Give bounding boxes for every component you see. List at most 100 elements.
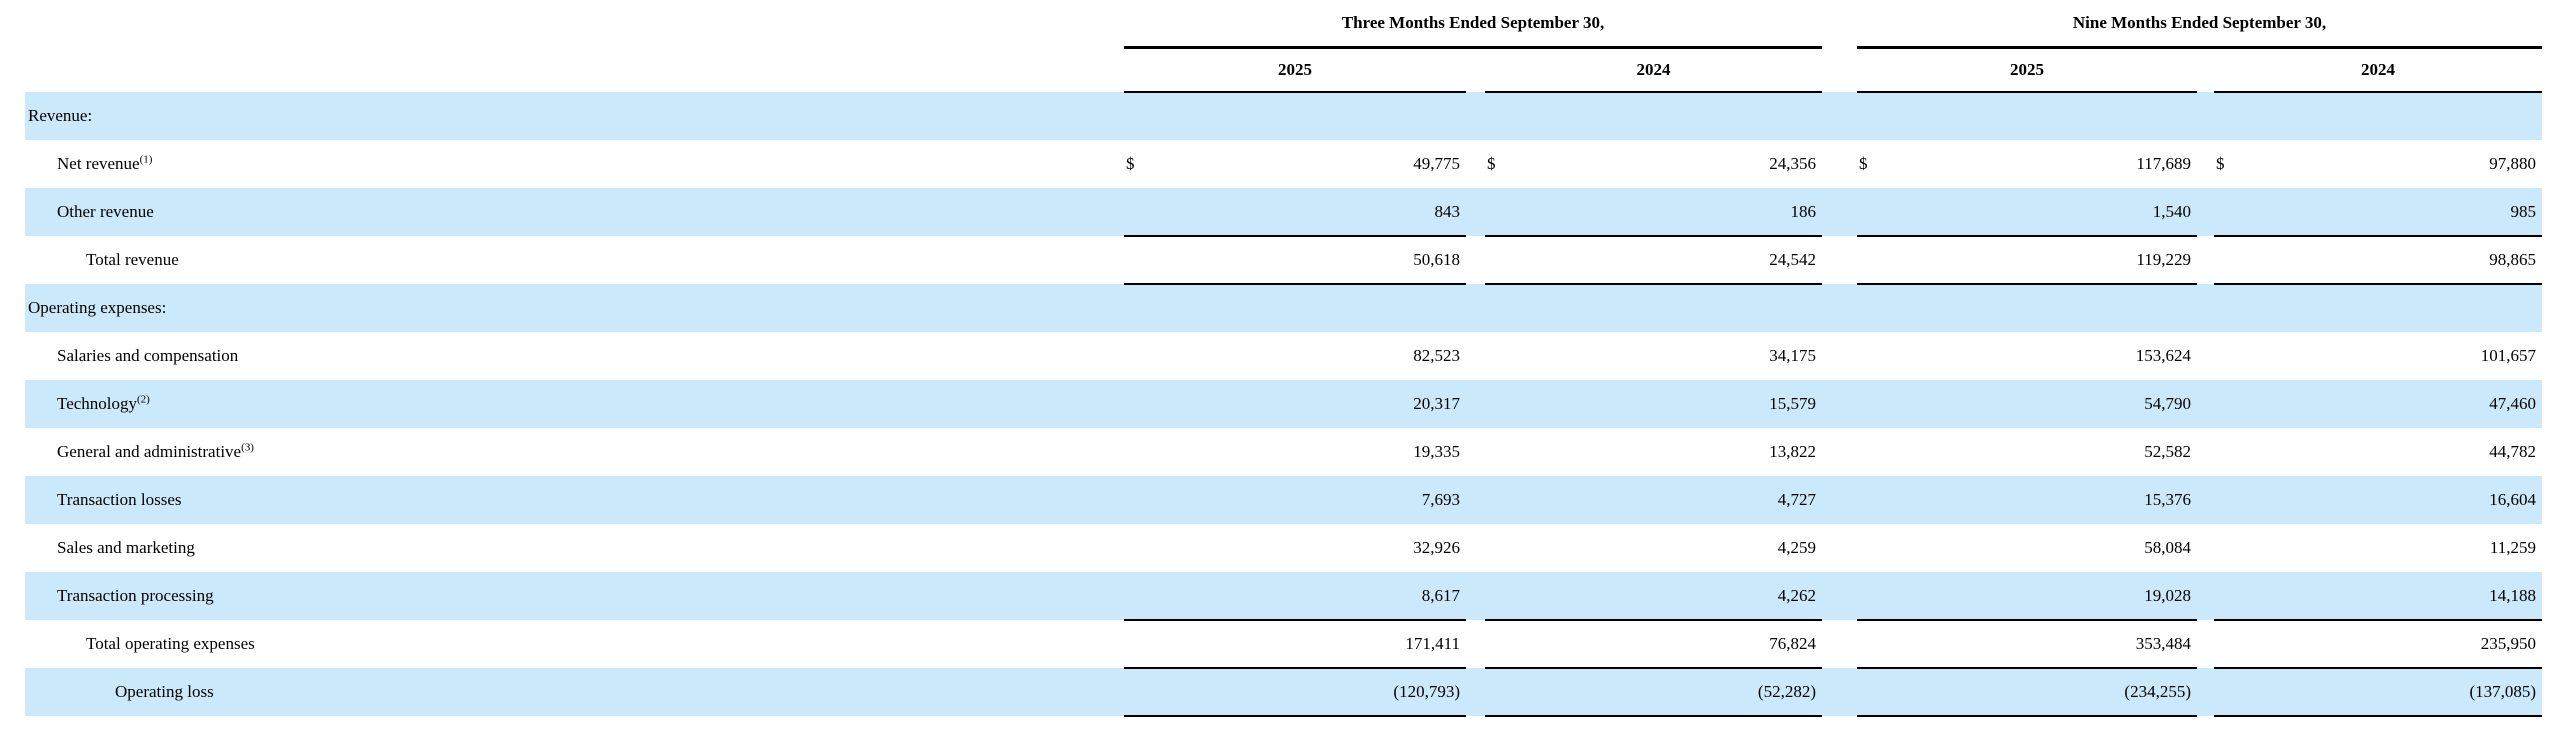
row-label-text: Operating expenses: bbox=[28, 298, 167, 317]
currency-cell bbox=[1485, 332, 1525, 380]
column-gap bbox=[2197, 47, 2214, 92]
table-row: Net revenue(1) $49,775 $24,356 $117,689 $97,… bbox=[25, 140, 2542, 188]
currency-cell bbox=[1485, 668, 1525, 717]
value-cell: 8,617 bbox=[1164, 572, 1466, 621]
column-gap bbox=[1466, 92, 1485, 140]
row-label: Sales and marketing bbox=[25, 524, 1124, 572]
value-cell: 7,693 bbox=[1421, 490, 1460, 509]
column-gap bbox=[1466, 47, 1485, 92]
currency-cell bbox=[1124, 572, 1164, 621]
value-cell bbox=[1164, 284, 1466, 332]
value-cell: (234,255) bbox=[1897, 668, 2197, 717]
column-gap bbox=[1822, 524, 1857, 572]
value-cell: (120,793) bbox=[1164, 668, 1466, 717]
row-label-text: Total revenue bbox=[86, 250, 179, 269]
value-cell: 171,411 bbox=[1164, 620, 1466, 669]
column-gap bbox=[1822, 0, 1857, 47]
value-cell: 24,356 bbox=[1769, 154, 1816, 173]
value-cell: 47,460 bbox=[2489, 394, 2537, 413]
currency-cell bbox=[2214, 572, 2254, 621]
table-row: Operating loss (120,793) (52,282) (234,255)… bbox=[25, 668, 2543, 717]
value-cell: 1,540 bbox=[1897, 188, 2197, 237]
row-label-text: Technology bbox=[57, 394, 138, 413]
column-gap bbox=[2197, 668, 2214, 716]
year-header: 2025 bbox=[1857, 47, 2197, 93]
column-gap bbox=[2197, 380, 2214, 428]
row-label-text: Revenue: bbox=[28, 106, 93, 125]
currency-cell bbox=[1485, 428, 1525, 476]
currency-cell bbox=[1857, 92, 1897, 140]
value-cell: 76,824 bbox=[1525, 620, 1822, 669]
value-cell bbox=[2254, 92, 2542, 140]
value-cell: 101,657 bbox=[2480, 346, 2537, 365]
currency-cell bbox=[2214, 476, 2254, 524]
column-gap bbox=[2197, 140, 2214, 188]
table-row: Salaries and compensation 82,523 34,175 153… bbox=[25, 332, 2542, 380]
value-cell: 82,523 bbox=[1413, 346, 1460, 365]
currency-cell bbox=[2214, 620, 2254, 669]
value-cell: (52,282) bbox=[1525, 668, 1822, 717]
currency-cell bbox=[1124, 476, 1164, 524]
currency-cell bbox=[1485, 380, 1525, 428]
currency-cell bbox=[1485, 524, 1525, 572]
currency-cell bbox=[1857, 476, 1897, 524]
column-gap bbox=[1822, 476, 1857, 524]
value-cell: 4,262 bbox=[1525, 572, 1822, 621]
header-spacer bbox=[25, 47, 1124, 92]
column-gap bbox=[1822, 620, 1857, 668]
column-gap bbox=[1466, 236, 1485, 284]
value-cell: 44,782 bbox=[2489, 442, 2537, 461]
table-row: Other revenue 843 186 1,540 985 bbox=[25, 188, 2543, 237]
column-gap bbox=[2197, 524, 2214, 572]
column-gap bbox=[1822, 188, 1857, 236]
value-cell: 52,582 bbox=[2144, 442, 2191, 461]
value-cell: 13,822 bbox=[1769, 442, 1816, 461]
currency-cell bbox=[1857, 284, 1897, 332]
value-cell: 353,484 bbox=[1897, 620, 2197, 669]
value-cell: 235,950 bbox=[2254, 620, 2543, 669]
column-gap bbox=[1822, 668, 1857, 716]
column-gap bbox=[1466, 620, 1485, 668]
currency-cell bbox=[1857, 236, 1897, 285]
currency-cell bbox=[2214, 380, 2254, 428]
row-label-text: General and administrative bbox=[57, 442, 242, 461]
table-row: Total operating expenses 171,411 76,824 353… bbox=[25, 620, 2543, 669]
value-cell bbox=[1525, 284, 1822, 332]
table-row: General and administrative(3) 19,335 13,82… bbox=[25, 428, 2542, 476]
row-label-text: Sales and marketing bbox=[57, 538, 195, 557]
value-cell: 97,880 bbox=[2489, 154, 2537, 173]
value-cell: 15,376 bbox=[2144, 490, 2191, 509]
currency-cell bbox=[1124, 92, 1164, 140]
currency-cell: $ bbox=[1487, 154, 1496, 173]
currency-cell bbox=[1857, 572, 1897, 621]
currency-cell: $ bbox=[1859, 154, 1868, 173]
value-cell: 32,926 bbox=[1413, 538, 1460, 557]
column-gap bbox=[1822, 47, 1857, 92]
currency-cell bbox=[1124, 284, 1164, 332]
value-cell: 119,229 bbox=[1897, 236, 2197, 285]
column-gap bbox=[2197, 284, 2214, 332]
period-header-three-months: Three Months Ended September 30, bbox=[1124, 0, 1822, 49]
row-label: Transaction losses bbox=[25, 476, 1124, 524]
value-cell: 985 bbox=[2254, 188, 2543, 237]
column-gap bbox=[1822, 380, 1857, 428]
column-gap bbox=[1822, 236, 1857, 284]
table-row: Total revenue 50,618 24,542 119,229 98,865 bbox=[25, 236, 2543, 285]
currency-cell bbox=[1857, 668, 1897, 717]
value-cell: 19,335 bbox=[1413, 442, 1460, 461]
currency-cell bbox=[2214, 236, 2254, 285]
value-cell: 54,790 bbox=[2144, 394, 2191, 413]
currency-cell bbox=[2214, 188, 2254, 237]
value-cell: 153,624 bbox=[2135, 346, 2191, 365]
column-gap bbox=[1822, 284, 1857, 332]
row-label-text: Salaries and compensation bbox=[57, 346, 239, 365]
column-gap bbox=[1466, 524, 1485, 572]
currency-cell bbox=[1124, 236, 1164, 285]
value-cell: 16,604 bbox=[2489, 490, 2537, 509]
currency-cell bbox=[1485, 188, 1525, 237]
currency-cell bbox=[1485, 236, 1525, 285]
value-cell bbox=[1897, 284, 2197, 332]
column-gap bbox=[1466, 332, 1485, 380]
currency-cell bbox=[2214, 92, 2254, 140]
row-label: Operating expenses: bbox=[25, 284, 1124, 332]
